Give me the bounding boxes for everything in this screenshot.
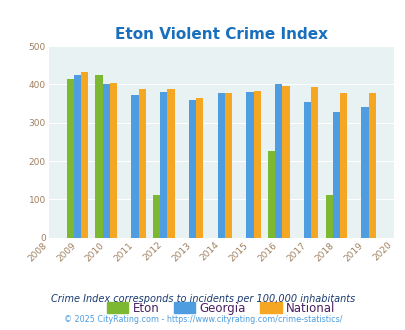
Bar [267, 151, 275, 238]
Bar [217, 93, 224, 238]
Title: Eton Violent Crime Index: Eton Violent Crime Index [115, 27, 327, 42]
Bar [303, 102, 310, 238]
Bar [196, 98, 203, 238]
Bar [275, 84, 282, 238]
Bar [131, 95, 138, 238]
Bar [66, 79, 74, 238]
Bar [167, 89, 174, 238]
Text: Crime Index corresponds to incidents per 100,000 inhabitants: Crime Index corresponds to incidents per… [51, 294, 354, 304]
Bar [74, 75, 81, 238]
Bar [160, 92, 167, 238]
Bar [360, 108, 368, 238]
Bar [95, 75, 102, 238]
Bar [110, 83, 117, 238]
Bar [282, 86, 289, 238]
Bar [332, 112, 339, 238]
Bar [246, 92, 253, 238]
Bar [81, 72, 88, 238]
Bar [188, 100, 196, 238]
Text: © 2025 CityRating.com - https://www.cityrating.com/crime-statistics/: © 2025 CityRating.com - https://www.city… [64, 315, 341, 324]
Bar [102, 84, 110, 238]
Legend: Eton, Georgia, National: Eton, Georgia, National [102, 297, 339, 319]
Bar [310, 87, 318, 238]
Bar [339, 92, 346, 238]
Bar [253, 91, 260, 238]
Bar [368, 92, 375, 238]
Bar [153, 195, 160, 238]
Bar [138, 89, 145, 238]
Bar [224, 93, 232, 238]
Bar [325, 195, 332, 238]
